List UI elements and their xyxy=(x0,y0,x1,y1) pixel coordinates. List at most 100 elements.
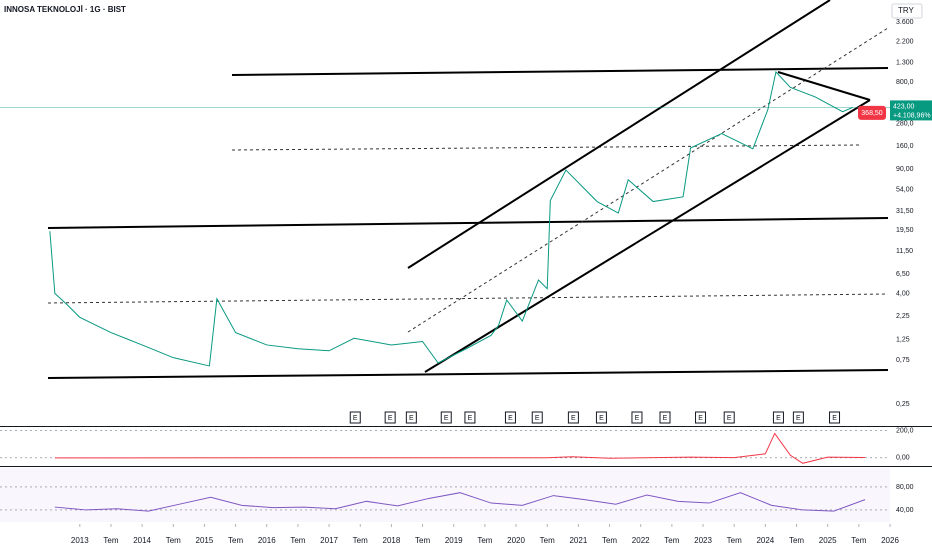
x-tick-label: Tem xyxy=(228,536,243,545)
x-tick-label: Tem xyxy=(851,536,866,545)
marker-tag xyxy=(858,105,886,120)
event-marker[interactable] xyxy=(723,411,735,424)
trend-line xyxy=(47,217,889,229)
event-marker[interactable] xyxy=(595,411,607,424)
y-tick-label: 0,25 xyxy=(896,401,910,408)
y-tick-label: 3.600 xyxy=(896,19,914,26)
y-tick-label: 40,00 xyxy=(896,507,914,514)
x-tick-label: Tem xyxy=(540,536,555,545)
event-marker[interactable] xyxy=(440,411,452,424)
event-marker[interactable] xyxy=(384,411,396,424)
event-marker[interactable] xyxy=(504,411,516,424)
x-tick-label: 2026 xyxy=(881,536,899,545)
drawings xyxy=(47,0,889,379)
x-tick-label: 2015 xyxy=(196,536,214,545)
y-tick-label: 1.300 xyxy=(896,59,914,66)
x-tick-label: 2022 xyxy=(632,536,650,545)
x-tick-label: Tem xyxy=(415,536,430,545)
event-label: E xyxy=(776,415,781,422)
y-tick-label: 19,50 xyxy=(896,227,914,234)
x-tick-label: 2025 xyxy=(819,536,837,545)
x-tick-label: 2019 xyxy=(445,536,463,545)
event-marker[interactable] xyxy=(567,411,579,424)
event-label: E xyxy=(663,415,668,422)
event-label: E xyxy=(444,415,449,422)
event-marker[interactable] xyxy=(531,411,543,424)
x-tick-label: 2021 xyxy=(569,536,587,545)
event-marker[interactable] xyxy=(464,411,476,424)
y-tick-label: 2,25 xyxy=(896,313,910,320)
trend-line xyxy=(777,71,871,101)
event-label: E xyxy=(832,415,837,422)
y-tick-label: 0,75 xyxy=(896,357,910,364)
marker-label: 368,50 xyxy=(861,110,883,117)
x-tick-label: 2020 xyxy=(507,536,525,545)
event-label: E xyxy=(353,415,358,422)
event-label: E xyxy=(727,415,732,422)
event-label: E xyxy=(508,415,513,422)
price-line xyxy=(49,70,853,367)
y-tick-label: 6,50 xyxy=(896,271,910,278)
x-tick-label: Tem xyxy=(477,536,492,545)
trend-line xyxy=(47,369,889,379)
x-tick-label: Tem xyxy=(664,536,679,545)
change-label: +4.108,96% xyxy=(893,112,931,119)
y-tick-label: 0,00 xyxy=(896,455,910,462)
y-tick-label: 1,25 xyxy=(896,337,910,344)
event-marker[interactable] xyxy=(659,411,671,424)
channel-line xyxy=(407,27,889,333)
price-tag xyxy=(890,100,932,121)
price-tag-label: 423,00 xyxy=(893,103,915,110)
event-label: E xyxy=(698,415,703,422)
trend-line xyxy=(47,293,889,304)
price-line xyxy=(54,432,866,464)
event-marker[interactable] xyxy=(695,411,707,424)
y-tick-label: 800,0 xyxy=(896,79,914,86)
x-tick-label: Tem xyxy=(353,536,368,545)
event-marker[interactable] xyxy=(631,411,643,424)
channel-line xyxy=(424,99,871,373)
x-tick-label: Tem xyxy=(727,536,742,545)
currency-box[interactable] xyxy=(891,3,923,19)
price-line xyxy=(54,492,866,512)
y-tick-label: 11,50 xyxy=(896,248,913,255)
x-tick-label: Tem xyxy=(290,536,305,545)
chart-title: INNOSA TEKNOLOJİ · 1G · BIST xyxy=(4,5,126,14)
y-tick-label: 31,50 xyxy=(896,208,914,215)
x-tick-label: 2017 xyxy=(320,536,338,545)
x-tick-label: Tem xyxy=(602,536,617,545)
y-tick-label: 4,00 xyxy=(896,290,910,297)
x-tick-label: Tem xyxy=(789,536,804,545)
channel-line xyxy=(407,0,831,269)
event-marker[interactable] xyxy=(772,411,784,424)
trend-line xyxy=(231,144,861,151)
event-label: E xyxy=(388,415,393,422)
x-tick-label: Tem xyxy=(103,536,118,545)
x-tick-label: 2024 xyxy=(756,536,774,545)
x-tick-label: Tem xyxy=(166,536,181,545)
event-marker[interactable] xyxy=(349,411,361,424)
event-marker[interactable] xyxy=(829,411,841,424)
x-tick-label: 2014 xyxy=(133,536,151,545)
event-label: E xyxy=(409,415,414,422)
event-label: E xyxy=(599,415,604,422)
y-tick-label: 200,0 xyxy=(896,428,914,435)
trend-line xyxy=(231,67,889,76)
event-marker[interactable] xyxy=(792,411,804,424)
y-tick-label: 80,00 xyxy=(896,484,914,491)
x-tick-label: 2023 xyxy=(694,536,712,545)
y-tick-label: 160,0 xyxy=(896,143,914,150)
event-label: E xyxy=(635,415,640,422)
x-tick-label: 2018 xyxy=(383,536,401,545)
event-label: E xyxy=(796,415,801,422)
event-label: E xyxy=(535,415,540,422)
event-marker[interactable] xyxy=(405,411,417,424)
y-tick-label: 280,0 xyxy=(896,121,914,128)
currency[interactable]: TRY xyxy=(898,6,915,15)
event-label: E xyxy=(468,415,473,422)
y-tick-label: 90,00 xyxy=(896,166,914,173)
x-tick-label: 2013 xyxy=(71,536,89,545)
y-tick-label: 2.200 xyxy=(896,38,914,45)
